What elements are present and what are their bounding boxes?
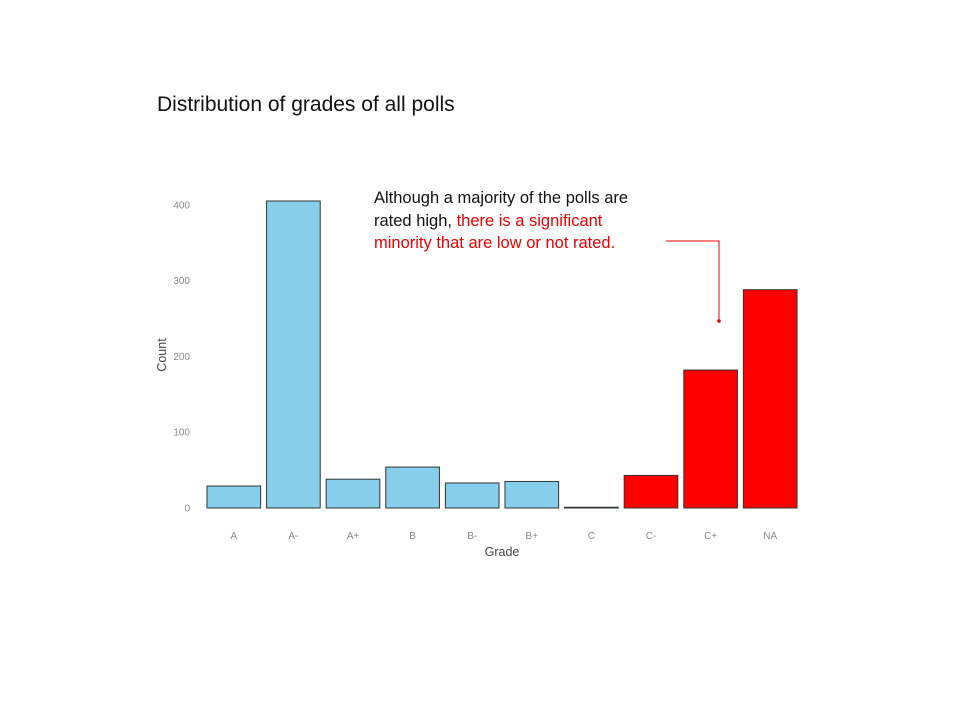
- bar-A: [206, 485, 262, 509]
- x-tick-label: B-: [467, 531, 477, 542]
- bar-C: [564, 506, 619, 509]
- x-tick-label: C+: [704, 531, 717, 542]
- annotation-text-highlight: there is a significant minority that are…: [374, 211, 616, 253]
- chart-title: Distribution of grades of all polls: [157, 93, 455, 116]
- annotation-connector: [666, 240, 720, 320]
- x-tick-label: C-: [646, 531, 657, 542]
- annotation-text-plain: Although a majority of the polls are rat…: [374, 189, 629, 230]
- x-tick-label: B: [409, 531, 416, 542]
- x-tick-label: A-: [288, 531, 298, 542]
- y-tick-label: 200: [173, 352, 190, 363]
- bar-A-plus: [325, 478, 381, 509]
- x-tick-label: A+: [347, 531, 360, 542]
- bar-C-plus: [683, 369, 738, 509]
- bar-A-minus: [266, 200, 321, 509]
- bar-C-minus: [623, 474, 679, 509]
- y-tick-label: 0: [184, 504, 190, 515]
- bar-B: [385, 466, 440, 509]
- bars: [206, 200, 798, 509]
- x-tick-label: C: [588, 531, 595, 542]
- y-axis-title: Count: [155, 338, 169, 372]
- bar-B-minus: [444, 482, 500, 509]
- y-tick-label: 400: [173, 200, 190, 211]
- x-axis-title: Grade: [485, 545, 520, 559]
- y-tick-label: 300: [173, 276, 190, 287]
- x-tick-label: A: [230, 531, 237, 542]
- bar-NA: [742, 289, 798, 509]
- x-tick-label: NA: [763, 531, 777, 542]
- annotation-connector-dot: [717, 319, 721, 323]
- annotation-text: Although a majority of the polls are rat…: [374, 187, 664, 255]
- y-tick-label: 100: [173, 428, 190, 439]
- x-axis-ticks: A A- A+ B B- B+ C C- C+ NA: [230, 531, 777, 542]
- bar-B-plus: [504, 480, 560, 509]
- x-tick-label: B+: [526, 531, 539, 542]
- y-axis-ticks: 0 100 200 300 400: [173, 200, 190, 514]
